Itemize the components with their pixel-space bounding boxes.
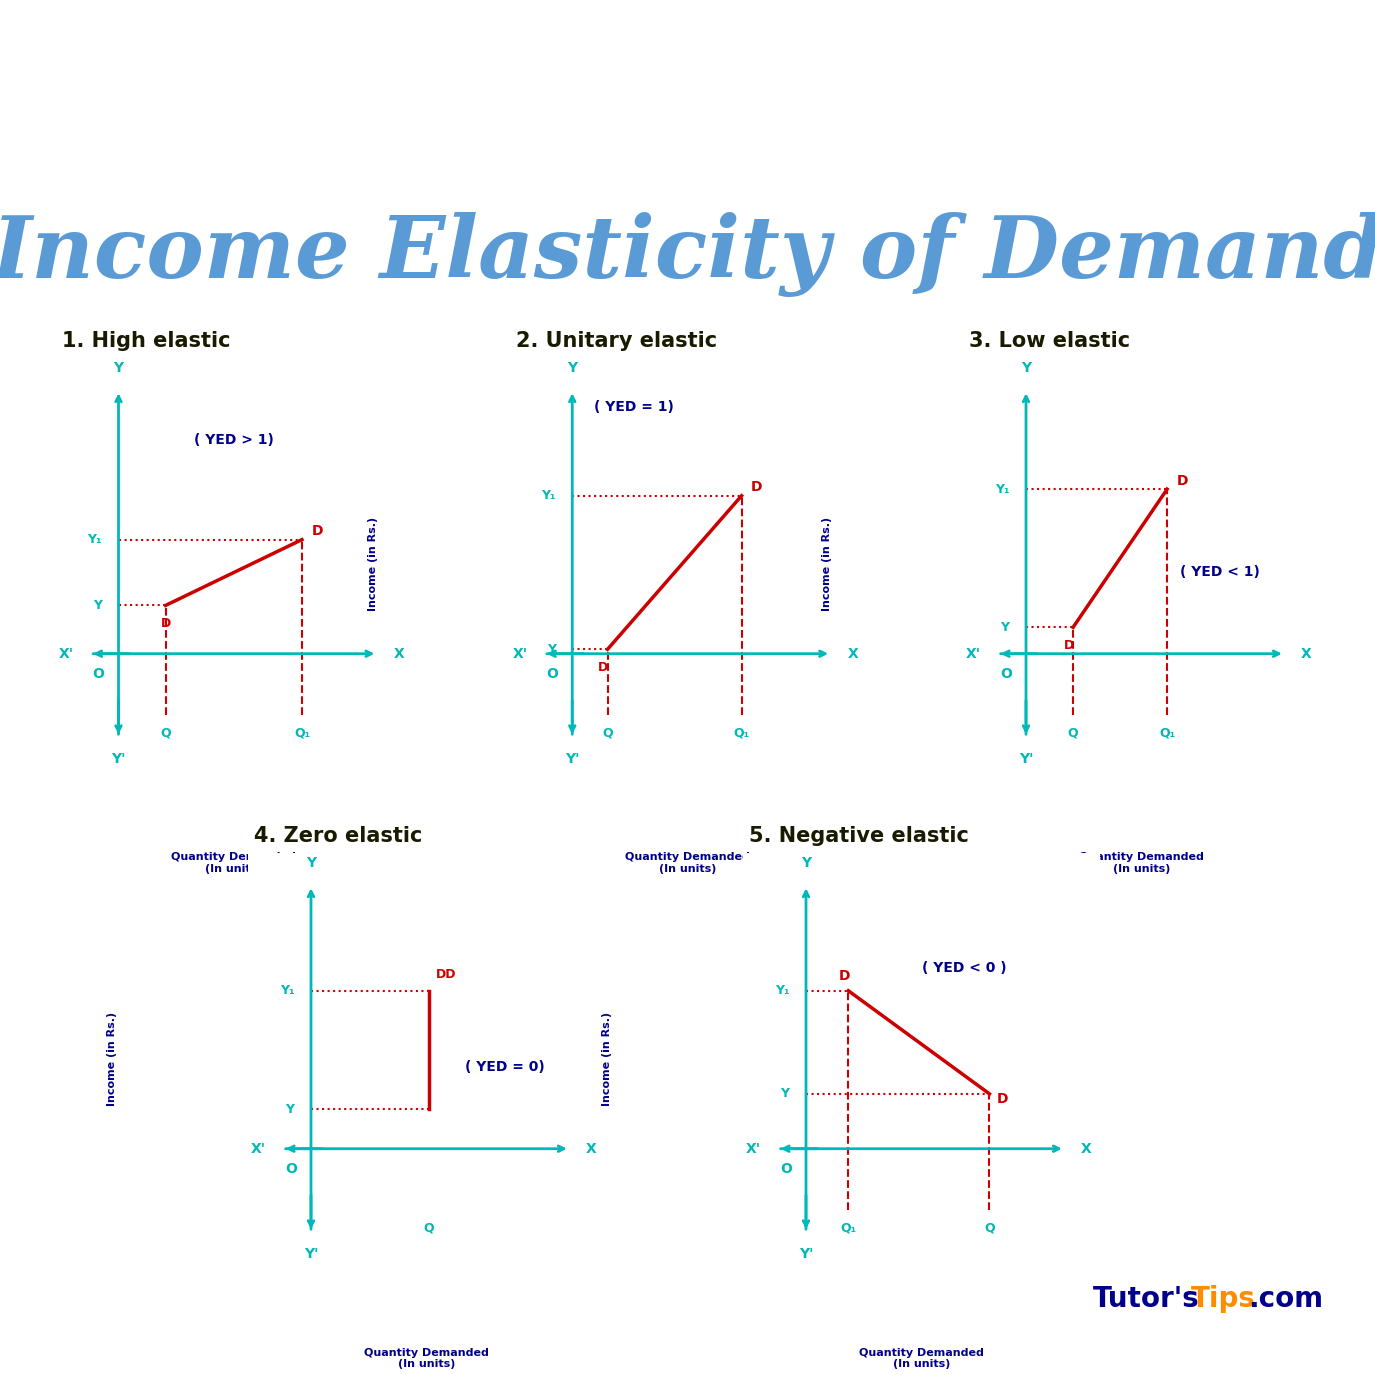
Text: X: X bbox=[1081, 1141, 1092, 1156]
Text: X': X' bbox=[967, 646, 982, 661]
Text: ( YED > 1): ( YED > 1) bbox=[194, 433, 274, 447]
Text: DD: DD bbox=[436, 968, 456, 980]
Text: Quantity Demanded
(In units): Quantity Demanded (In units) bbox=[364, 1348, 488, 1370]
Text: Q₁: Q₁ bbox=[733, 726, 749, 740]
Text: Y₁: Y₁ bbox=[280, 984, 294, 997]
Text: 3. Low elastic: 3. Low elastic bbox=[969, 330, 1130, 351]
Text: ( YED < 0 ): ( YED < 0 ) bbox=[921, 961, 1006, 975]
Text: X: X bbox=[393, 646, 404, 661]
Text: Y: Y bbox=[94, 600, 102, 612]
Text: Quantity Demanded
(In units): Quantity Demanded (In units) bbox=[1079, 852, 1203, 874]
Text: D: D bbox=[1177, 474, 1188, 488]
Text: Y: Y bbox=[802, 857, 811, 870]
Text: O: O bbox=[780, 1162, 792, 1176]
Text: Tutor's: Tutor's bbox=[1093, 1286, 1200, 1313]
Text: Y: Y bbox=[781, 1088, 789, 1100]
Text: 1. High elastic: 1. High elastic bbox=[62, 330, 231, 351]
Text: Income (in Rs.): Income (in Rs.) bbox=[602, 1012, 612, 1106]
Text: Y: Y bbox=[1001, 622, 1009, 634]
Text: X': X' bbox=[513, 646, 528, 661]
Text: O: O bbox=[285, 1162, 297, 1176]
Text: Tips: Tips bbox=[1191, 1286, 1255, 1313]
Text: D: D bbox=[997, 1092, 1008, 1106]
Text: Y': Y' bbox=[304, 1247, 318, 1261]
Text: Q₁: Q₁ bbox=[294, 726, 309, 740]
Text: Income (in Rs.): Income (in Rs.) bbox=[368, 517, 378, 610]
Text: Quantity Demanded
(In units): Quantity Demanded (In units) bbox=[172, 852, 296, 874]
Text: Quantity Demanded
(In units): Quantity Demanded (In units) bbox=[626, 852, 749, 874]
Text: D: D bbox=[161, 617, 170, 630]
Text: 5. Negative elastic: 5. Negative elastic bbox=[749, 825, 969, 846]
Text: Y': Y' bbox=[111, 752, 125, 766]
Text: D: D bbox=[598, 661, 608, 674]
Text: O: O bbox=[1000, 667, 1012, 681]
Text: ( YED = 0): ( YED = 0) bbox=[465, 1060, 544, 1074]
Text: Y': Y' bbox=[799, 1247, 813, 1261]
Text: Income Elasticity of Demand: Income Elasticity of Demand bbox=[0, 212, 1375, 297]
Text: Y': Y' bbox=[1019, 752, 1033, 766]
Text: Q: Q bbox=[984, 1221, 994, 1235]
Text: O: O bbox=[92, 667, 104, 681]
Text: Y: Y bbox=[286, 1103, 294, 1115]
Text: Y: Y bbox=[307, 857, 316, 870]
Text: Q₁: Q₁ bbox=[840, 1221, 857, 1235]
Text: Y₁: Y₁ bbox=[88, 534, 102, 546]
Text: Q: Q bbox=[424, 1221, 434, 1235]
Text: D: D bbox=[751, 480, 763, 495]
Text: ( YED < 1): ( YED < 1) bbox=[1180, 565, 1260, 579]
Text: X: X bbox=[586, 1141, 597, 1156]
Text: 4. Zero elastic: 4. Zero elastic bbox=[254, 825, 422, 846]
Text: D: D bbox=[1064, 639, 1074, 652]
Text: X: X bbox=[847, 646, 858, 661]
Text: Y₁: Y₁ bbox=[542, 490, 556, 502]
Text: X: X bbox=[1301, 646, 1312, 661]
Text: X': X' bbox=[252, 1141, 267, 1156]
Text: 2. Unitary elastic: 2. Unitary elastic bbox=[516, 330, 716, 351]
Text: Y₁: Y₁ bbox=[775, 984, 789, 997]
Text: Q: Q bbox=[1068, 726, 1078, 740]
Text: Y: Y bbox=[568, 362, 578, 375]
Text: Y: Y bbox=[547, 644, 556, 656]
Text: Income (in Rs.): Income (in Rs.) bbox=[107, 1012, 117, 1106]
Text: ( YED = 1): ( YED = 1) bbox=[594, 400, 674, 414]
Text: Quantity Demanded
(In units): Quantity Demanded (In units) bbox=[859, 1348, 983, 1370]
Text: Y: Y bbox=[114, 362, 124, 375]
Text: Q₁: Q₁ bbox=[1159, 726, 1176, 740]
Text: Q: Q bbox=[161, 726, 170, 740]
Text: Income (in Rs.): Income (in Rs.) bbox=[822, 517, 832, 610]
Text: X': X' bbox=[59, 646, 74, 661]
Text: .com: .com bbox=[1248, 1286, 1324, 1313]
Text: O: O bbox=[546, 667, 558, 681]
Text: Q: Q bbox=[602, 726, 613, 740]
Text: Y': Y' bbox=[565, 752, 579, 766]
Text: Y: Y bbox=[1022, 362, 1031, 375]
Text: D: D bbox=[311, 524, 323, 538]
Text: Y₁: Y₁ bbox=[996, 483, 1009, 495]
Text: X': X' bbox=[747, 1141, 762, 1156]
Text: D: D bbox=[839, 969, 850, 983]
